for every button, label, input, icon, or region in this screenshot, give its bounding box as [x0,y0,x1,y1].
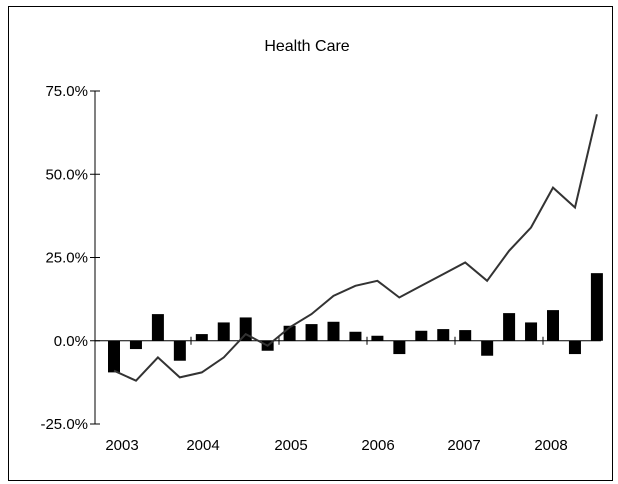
bar [349,331,362,341]
bar [415,330,428,341]
y-tick-label: 0.0% [54,333,88,350]
bar [305,324,318,341]
bar [108,340,120,373]
bar [327,321,340,341]
y-tick-label: 75.0% [45,83,88,100]
chart-title: Health Care [264,38,349,55]
x-tick-label: 2007 [447,437,480,454]
y-tick-label: -25.0% [40,416,88,433]
bar [195,334,208,341]
y-tick-label: 50.0% [45,166,88,183]
bar [525,322,538,341]
bar [568,340,581,355]
bar [503,313,516,341]
bar [590,273,603,341]
line-series [113,114,598,382]
bar [217,322,230,341]
x-tick-label: 2003 [105,437,138,454]
x-tick-label: 2008 [534,437,567,454]
bar [547,310,559,341]
y-tick-label: 25.0% [45,250,88,267]
bar [371,335,384,341]
bar [151,314,164,341]
bar [393,340,406,355]
health-care-chart: Health Care 75.0% 50.0% 25.0% 0.0% -25.0% 200… [40,38,603,454]
bar [437,329,450,341]
bar-series [108,273,603,373]
bar [481,340,494,356]
bar [459,330,472,341]
axes [90,90,601,425]
x-tick-label: 2006 [361,437,394,454]
bar [129,340,142,350]
bar [173,340,186,361]
chart-frame: Health Care 75.0% 50.0% 25.0% 0.0% -25.0% 200… [8,6,613,481]
x-tick-label: 2004 [186,437,219,454]
tick-labels: 75.0% 50.0% 25.0% 0.0% -25.0% 2003 2004 2005 200… [40,83,567,454]
cumulative-line [113,114,598,382]
x-tick-label: 2005 [274,437,307,454]
